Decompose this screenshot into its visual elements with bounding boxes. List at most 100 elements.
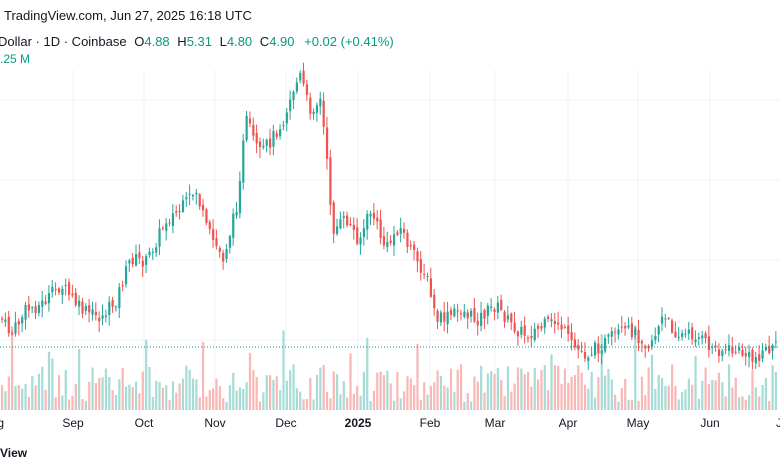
candle-body[interactable] — [225, 248, 228, 259]
candle-body[interactable] — [78, 300, 81, 307]
candle-body[interactable] — [687, 329, 690, 334]
candle-body[interactable] — [583, 352, 587, 359]
candle-body[interactable] — [624, 326, 627, 329]
candle-body[interactable] — [34, 306, 37, 314]
candle-body[interactable] — [228, 236, 231, 248]
candle-body[interactable] — [168, 222, 171, 224]
candle-body[interactable] — [124, 266, 128, 285]
candle-body[interactable] — [550, 319, 553, 322]
candle-body[interactable] — [510, 313, 513, 323]
candle-body[interactable] — [31, 307, 34, 309]
candle-body[interactable] — [158, 228, 161, 247]
candle-body[interactable] — [386, 241, 389, 248]
candle-body[interactable] — [419, 259, 422, 273]
candle-body[interactable] — [748, 352, 751, 358]
candle-body[interactable] — [570, 332, 573, 341]
candle-body[interactable] — [212, 229, 215, 240]
candle-body[interactable] — [563, 327, 566, 329]
candle-body[interactable] — [148, 251, 151, 256]
candle-body[interactable] — [660, 316, 664, 324]
candle-body[interactable] — [198, 194, 201, 207]
candle-body[interactable] — [382, 236, 386, 246]
candle-body[interactable] — [255, 132, 258, 144]
candle-body[interactable] — [597, 343, 600, 354]
candle-body[interactable] — [295, 82, 298, 92]
candle-body[interactable] — [701, 335, 704, 339]
candle-body[interactable] — [483, 309, 486, 319]
candle-body[interactable] — [238, 181, 242, 214]
candle-body[interactable] — [74, 292, 77, 306]
candle-body[interactable] — [557, 322, 560, 325]
candle-body[interactable] — [258, 141, 262, 148]
candle-body[interactable] — [506, 315, 510, 320]
candle-body[interactable] — [567, 325, 570, 335]
candle-body[interactable] — [486, 305, 489, 316]
candle-body[interactable] — [91, 309, 94, 315]
candle-body[interactable] — [208, 221, 211, 230]
candle-body[interactable] — [764, 346, 767, 351]
candle-body[interactable] — [155, 247, 158, 253]
candle-body[interactable] — [530, 336, 533, 339]
candle-body[interactable] — [309, 97, 312, 114]
candle-body[interactable] — [332, 202, 335, 234]
candle-body[interactable] — [369, 213, 372, 217]
candle-body[interactable] — [714, 345, 717, 347]
candle-body[interactable] — [630, 323, 633, 338]
candle-body[interactable] — [691, 327, 694, 340]
candle-body[interactable] — [161, 227, 164, 229]
candle-body[interactable] — [657, 326, 660, 335]
candle-body[interactable] — [637, 330, 640, 344]
candle-body[interactable] — [590, 354, 593, 356]
candle-body[interactable] — [513, 322, 516, 332]
candle-body[interactable] — [650, 340, 654, 347]
candle-body[interactable] — [744, 353, 747, 357]
candle-body[interactable] — [443, 312, 446, 322]
candle-body[interactable] — [61, 288, 64, 295]
candle-body[interactable] — [446, 311, 449, 325]
candle-body[interactable] — [232, 213, 235, 238]
candle-body[interactable] — [88, 305, 91, 313]
candle-body[interactable] — [151, 251, 154, 253]
candle-body[interactable] — [573, 339, 577, 348]
candle-body[interactable] — [399, 228, 402, 234]
candle-body[interactable] — [285, 112, 288, 124]
symbol-label[interactable]: Dollar · 1D · Coinbase — [0, 34, 127, 49]
candle-body[interactable] — [379, 219, 382, 239]
candle-body[interactable] — [24, 305, 27, 320]
candle-body[interactable] — [490, 306, 493, 308]
candle-body[interactable] — [282, 125, 285, 127]
candle-body[interactable] — [135, 254, 138, 266]
candle-body[interactable] — [667, 318, 670, 320]
candle-body[interactable] — [118, 287, 121, 308]
candle-body[interactable] — [768, 345, 771, 354]
candle-body[interactable] — [543, 318, 546, 328]
candle-body[interactable] — [54, 289, 57, 291]
candle-body[interactable] — [734, 351, 737, 353]
candle-body[interactable] — [707, 336, 711, 351]
candle-body[interactable] — [265, 139, 268, 146]
candle-body[interactable] — [312, 111, 315, 114]
candle-body[interactable] — [252, 124, 255, 136]
candle-body[interactable] — [423, 274, 426, 276]
candle-body[interactable] — [94, 312, 97, 316]
candle-body[interactable] — [627, 325, 630, 328]
candle-body[interactable] — [7, 316, 10, 334]
candle-body[interactable] — [741, 349, 744, 356]
candle-body[interactable] — [547, 316, 550, 320]
candle-body[interactable] — [235, 212, 238, 216]
candle-body[interactable] — [27, 304, 30, 311]
candle-body[interactable] — [587, 357, 590, 361]
candle-body[interactable] — [593, 342, 597, 356]
candle-body[interactable] — [516, 331, 520, 337]
candle-body[interactable] — [175, 211, 178, 213]
candle-body[interactable] — [145, 256, 148, 265]
candle-body[interactable] — [325, 127, 329, 159]
candlesticks[interactable] — [1, 62, 778, 371]
candle-body[interactable] — [453, 308, 456, 317]
candle-body[interactable] — [429, 278, 432, 297]
candle-body[interactable] — [41, 300, 44, 307]
candle-body[interactable] — [751, 349, 754, 362]
candle-body[interactable] — [322, 100, 325, 127]
candle-body[interactable] — [577, 344, 580, 350]
